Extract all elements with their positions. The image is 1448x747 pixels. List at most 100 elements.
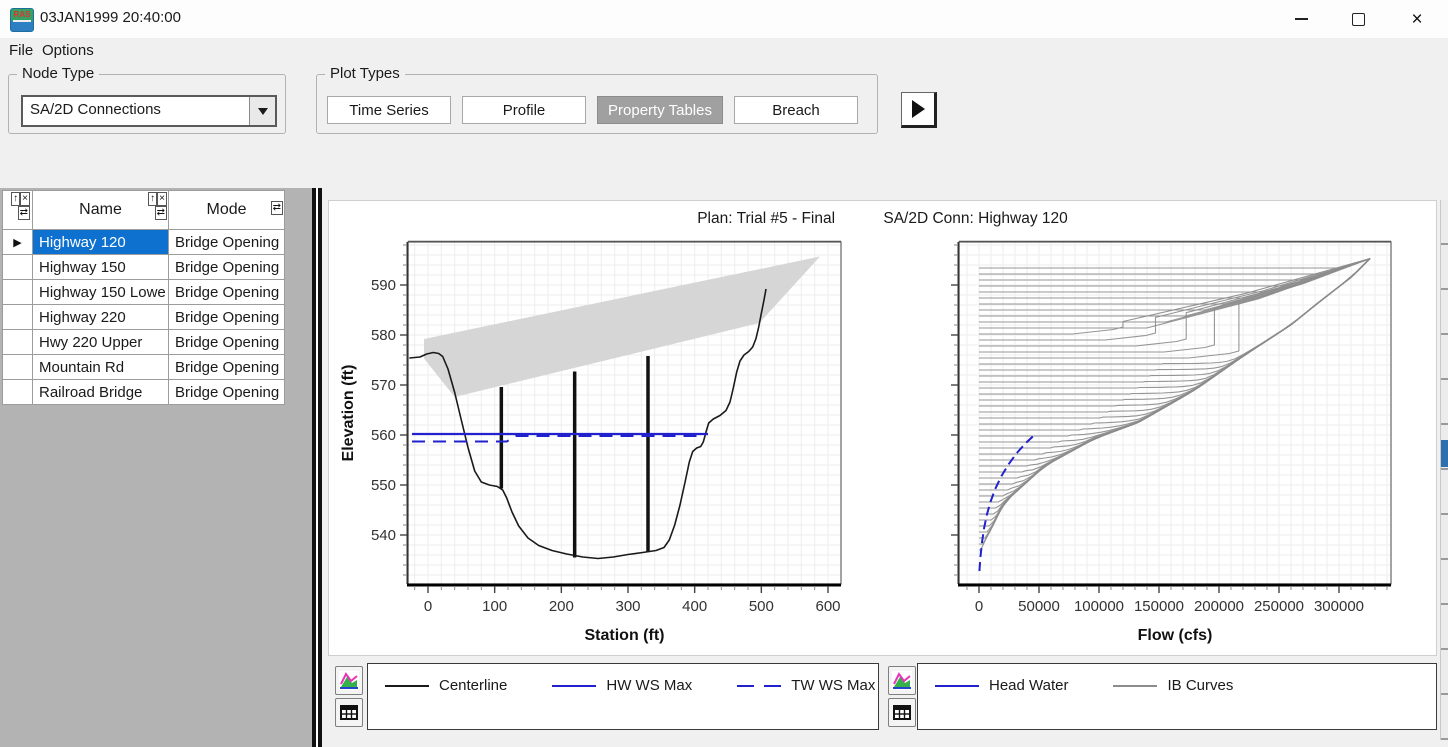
chart-icon: [892, 671, 912, 690]
ib-curve: [979, 259, 1370, 329]
row-selector-cell[interactable]: [3, 355, 33, 379]
row-selector-cell[interactable]: [3, 255, 33, 279]
x-tick-label: 200000: [1194, 598, 1244, 615]
node-type-label: Node Type: [17, 65, 99, 82]
x-tick-label: 250000: [1254, 598, 1304, 615]
cell-mode[interactable]: Bridge Opening: [169, 230, 284, 254]
node-type-selected-value: SA/2D Connections: [30, 101, 161, 118]
row-selector-cell[interactable]: ▶: [3, 230, 33, 254]
y-tick-label: 550: [371, 477, 396, 494]
chevron-down-icon: [258, 108, 268, 115]
cell-mode[interactable]: Bridge Opening: [169, 355, 284, 379]
cell-name[interactable]: Railroad Bridge: [33, 380, 169, 404]
cell-mode[interactable]: Bridge Opening: [169, 280, 284, 304]
node-type-dropdown[interactable]: SA/2D Connections: [21, 95, 277, 127]
table-view-button[interactable]: [335, 698, 363, 727]
side-slider[interactable]: [1440, 200, 1448, 740]
panel-splitter[interactable]: [312, 188, 322, 747]
column-header-name[interactable]: Name ↑ × ⇄: [33, 191, 169, 229]
table-row[interactable]: Hwy 220 UpperBridge Opening: [3, 329, 284, 354]
table-row[interactable]: ▶ Highway 120Bridge Opening: [3, 229, 284, 254]
current-row-indicator: ▶: [13, 236, 21, 249]
play-icon: [912, 100, 925, 118]
table-row[interactable]: Highway 220Bridge Opening: [3, 304, 284, 329]
y-tick-label: 570: [371, 377, 396, 394]
cell-name[interactable]: Hwy 220 Upper: [33, 330, 169, 354]
ib-curve: [979, 258, 1370, 538]
x-tick-label: 400: [682, 598, 707, 615]
cell-mode[interactable]: Bridge Opening: [169, 380, 284, 404]
legend-label: Centerline: [439, 677, 507, 694]
close-column-icon[interactable]: ×: [157, 192, 167, 206]
cell-name[interactable]: Highway 220: [33, 305, 169, 329]
menu-file[interactable]: File: [9, 42, 33, 59]
minimize-button[interactable]: [1278, 0, 1324, 38]
ib-curve: [979, 259, 1370, 281]
plot-view-button[interactable]: [335, 666, 363, 695]
legend-line-sample: [1112, 683, 1158, 689]
table-row[interactable]: Railroad BridgeBridge Opening: [3, 379, 284, 404]
legend-label: TW WS Max: [791, 677, 875, 694]
menu-bar: File Options: [0, 38, 1448, 66]
column-header-mode[interactable]: Mode ⇄: [169, 191, 284, 229]
play-button[interactable]: [901, 92, 937, 128]
time-series-button[interactable]: Time Series: [327, 96, 451, 124]
cell-name[interactable]: Highway 150: [33, 255, 169, 279]
cell-name[interactable]: Mountain Rd: [33, 355, 169, 379]
legend-entry: TW WS Max: [736, 677, 875, 694]
table-row[interactable]: Highway 150Bridge Opening: [3, 254, 284, 279]
cell-mode[interactable]: Bridge Opening: [169, 330, 284, 354]
connection-title: SA/2D Conn: Highway 120: [883, 210, 1067, 227]
ib-curve: [979, 259, 1370, 287]
y-tick-label: 540: [371, 527, 396, 544]
hec-ras-app-icon: RAS: [10, 8, 34, 32]
table-corner-cell: ↑ × ⇄: [3, 191, 33, 229]
property-tables-button[interactable]: Property Tables: [597, 96, 723, 124]
table-icon: [893, 705, 911, 720]
maximize-button[interactable]: [1335, 0, 1381, 38]
slider-thumb[interactable]: [1441, 440, 1448, 467]
menu-options[interactable]: Options: [42, 42, 94, 59]
ib-curve: [979, 259, 1370, 275]
ib-curve: [979, 258, 1370, 496]
cell-mode[interactable]: Bridge Opening: [169, 305, 284, 329]
dropdown-arrow-button[interactable]: [249, 97, 275, 125]
close-icon: ×: [1411, 10, 1422, 29]
table-row[interactable]: Highway 150 LoweBridge Opening: [3, 279, 284, 304]
legend-entry: Head Water: [934, 677, 1068, 694]
cell-name[interactable]: Highway 150 Lowe: [33, 280, 169, 304]
close-button[interactable]: ×: [1394, 0, 1440, 38]
row-selector-cell[interactable]: [3, 280, 33, 304]
ib-curve: [979, 259, 1370, 335]
sort-icon[interactable]: ⇄: [155, 206, 167, 220]
pin-icon[interactable]: ↑: [11, 192, 20, 206]
plot-types-group: Plot Types Time Series Profile Property …: [316, 74, 878, 134]
table-view-button[interactable]: [888, 698, 916, 727]
legend-label: Head Water: [989, 677, 1068, 694]
row-selector-cell[interactable]: [3, 305, 33, 329]
row-selector-cell[interactable]: [3, 380, 33, 404]
ib-curve: [979, 258, 1370, 514]
legend-label: IB Curves: [1167, 677, 1233, 694]
breach-button[interactable]: Breach: [734, 96, 858, 124]
sort-icon[interactable]: ⇄: [271, 201, 283, 215]
close-column-icon[interactable]: ×: [20, 192, 30, 206]
x-tick-label: 150000: [1134, 598, 1184, 615]
pin-icon[interactable]: ↑: [148, 192, 157, 206]
table-body: ▶Highway 120Bridge OpeningHighway 150Bri…: [3, 229, 284, 404]
profile-button[interactable]: Profile: [462, 96, 586, 124]
cell-mode[interactable]: Bridge Opening: [169, 255, 284, 279]
ib-curve: [979, 259, 1370, 347]
sort-icon[interactable]: ⇄: [18, 206, 30, 220]
legend-line-sample: [551, 683, 597, 689]
plan-title: Plan: Trial #5 - Final: [697, 210, 835, 227]
y-tick-label: 590: [371, 277, 396, 294]
cell-name[interactable]: Highway 120: [33, 230, 169, 254]
charts-canvas: 0100200300400500600540550560570580590Sta…: [329, 201, 1436, 655]
y-tick-label: 560: [371, 427, 396, 444]
plot-view-button[interactable]: [888, 666, 916, 695]
row-selector-cell[interactable]: [3, 330, 33, 354]
x-tick-label: 600: [815, 598, 840, 615]
table-row[interactable]: Mountain RdBridge Opening: [3, 354, 284, 379]
x-tick-label: 200: [549, 598, 574, 615]
